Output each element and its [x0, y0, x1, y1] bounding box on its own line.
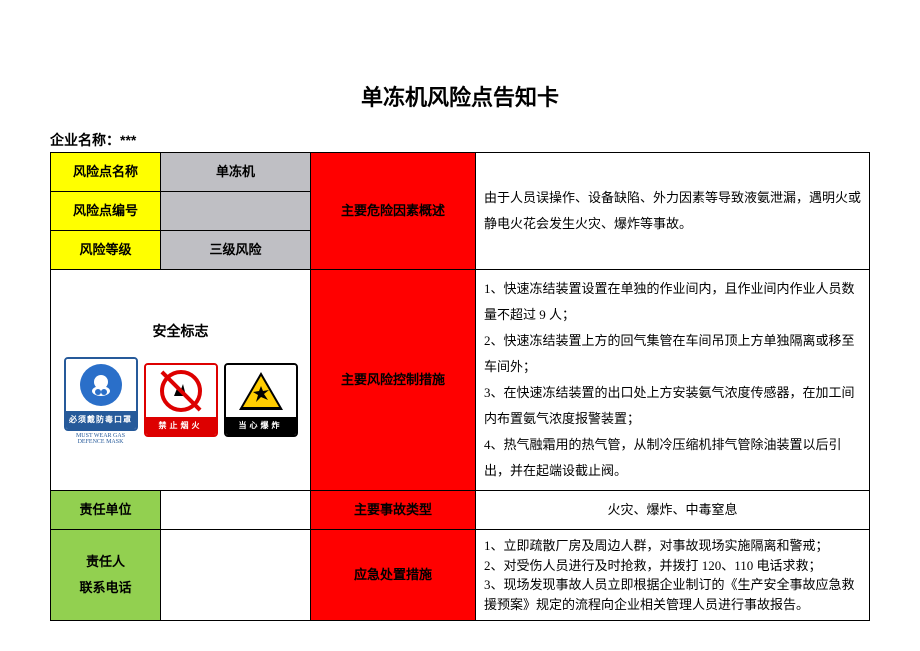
- risk-level-label: 风险等级: [51, 231, 161, 270]
- risk-table: 风险点名称 单冻机 主要危险因素概述 由于人员误操作、设备缺陷、外力因素等导致液…: [50, 152, 870, 621]
- risk-code-label: 风险点编号: [51, 192, 161, 231]
- emergency-label: 应急处置措施: [311, 530, 476, 621]
- sign-nofire: 禁止烟火: [144, 363, 218, 445]
- emergency-text: 1、立即疏散厂房及周边人群，对事故现场实施隔离和警戒； 2、对受伤人员进行及时抢…: [476, 530, 870, 621]
- accident-type-label: 主要事故类型: [311, 491, 476, 530]
- mask-icon: [80, 364, 122, 406]
- risk-card: 单冻机风险点告知卡 企业名称：*** 风险点名称 单冻机 主要危险因素概述 由于…: [50, 80, 870, 621]
- sign-mask: 必须戴防毒口罩 MUST WEAR GAS DEFENCE MASK: [64, 357, 138, 445]
- safety-signs-row: 必须戴防毒口罩 MUST WEAR GAS DEFENCE MASK 禁止烟火: [57, 357, 304, 445]
- sign-mask-sub: MUST WEAR GAS DEFENCE MASK: [64, 433, 138, 445]
- nofire-icon: [160, 370, 202, 412]
- sign-mask-label: 必须戴防毒口罩: [66, 411, 136, 429]
- safety-sign-title: 安全标志: [57, 319, 304, 347]
- resp-person-phone-label: 责任人 联系电话: [51, 530, 161, 621]
- resp-person-label: 责任人: [59, 549, 152, 575]
- risk-code-value: [161, 192, 311, 231]
- page-title: 单冻机风险点告知卡: [50, 80, 870, 112]
- sign-explosion: 当心爆炸: [224, 363, 298, 445]
- sign-explosion-label: 当心爆炸: [226, 417, 296, 435]
- explosion-icon: [239, 372, 283, 410]
- risk-level-value: 三级风险: [161, 231, 311, 270]
- resp-unit-label: 责任单位: [51, 491, 161, 530]
- accident-type-value: 火灾、爆炸、中毒窒息: [476, 491, 870, 530]
- resp-value: [161, 530, 311, 621]
- risk-name-value: 单冻机: [161, 153, 311, 192]
- hazard-desc-text: 由于人员误操作、设备缺陷、外力因素等导致液氨泄漏，遇明火或静电火花会发生火灾、爆…: [476, 153, 870, 270]
- company-label: 企业名称：***: [50, 130, 870, 150]
- hazard-desc-label: 主要危险因素概述: [311, 153, 476, 270]
- control-label: 主要风险控制措施: [311, 270, 476, 491]
- sign-nofire-label: 禁止烟火: [146, 417, 216, 435]
- phone-label: 联系电话: [59, 575, 152, 601]
- control-text: 1、快速冻结装置设置在单独的作业间内，且作业间内作业人员数量不超过 9 人； 2…: [476, 270, 870, 491]
- resp-unit-value: [161, 491, 311, 530]
- safety-signs-cell: 安全标志 必须戴防毒口罩 MUST WEAR GAS DEFENCE MASK: [51, 270, 311, 491]
- risk-name-label: 风险点名称: [51, 153, 161, 192]
